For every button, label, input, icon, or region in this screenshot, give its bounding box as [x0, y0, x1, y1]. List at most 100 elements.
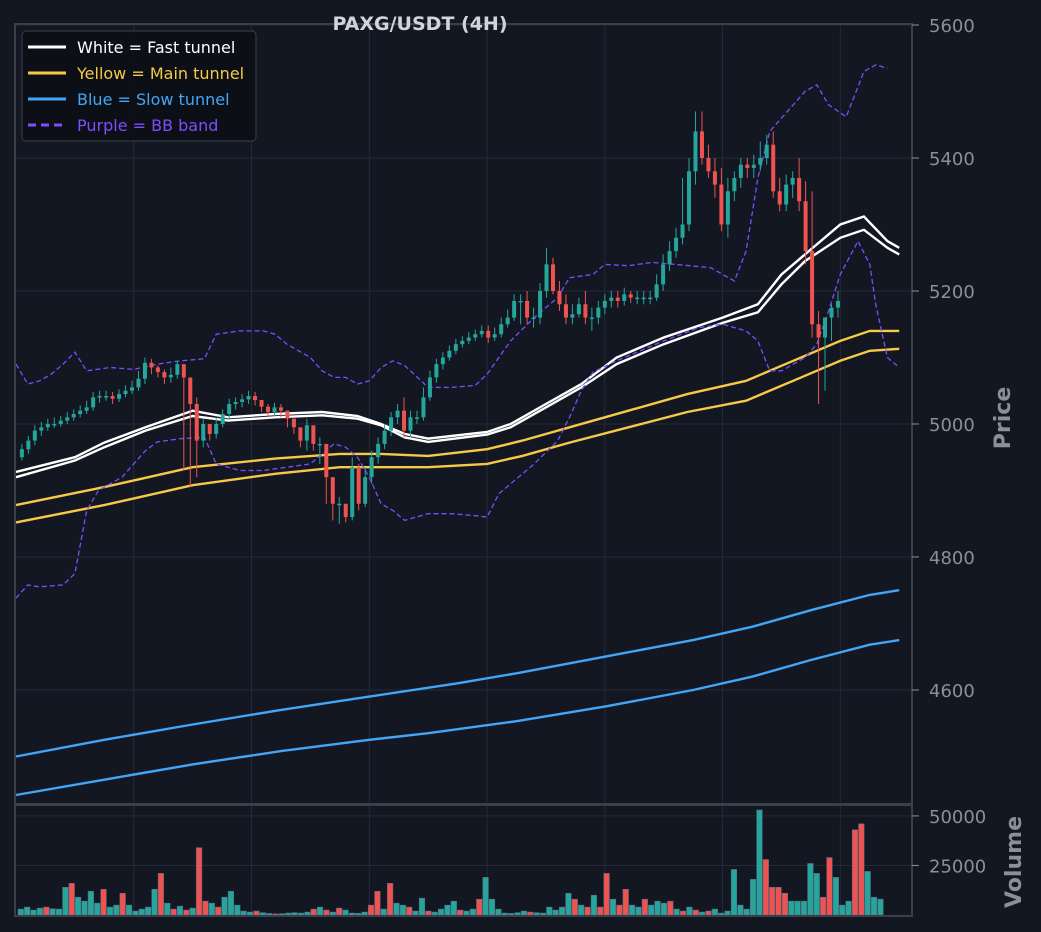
- candle-body: [376, 443, 381, 458]
- volume-bar: [310, 908, 317, 916]
- volume-bar: [227, 890, 234, 916]
- candle: [725, 177, 730, 238]
- volume-bar: [336, 907, 343, 916]
- candle: [117, 389, 122, 403]
- candle: [680, 177, 685, 245]
- candle: [259, 400, 264, 413]
- candle-body: [810, 251, 815, 325]
- candle-body: [97, 396, 102, 398]
- candle-body: [687, 171, 692, 225]
- slow-line: [15, 589, 900, 758]
- candle: [330, 477, 335, 521]
- candle: [823, 317, 828, 391]
- candle: [382, 423, 387, 450]
- volume-bar: [291, 912, 298, 916]
- volume-bar: [476, 898, 483, 916]
- volume-bar: [578, 904, 585, 916]
- volume-bar: [157, 873, 164, 916]
- candle: [816, 310, 821, 405]
- candle-body: [84, 407, 89, 411]
- volume-bar: [425, 910, 432, 916]
- candle-body: [350, 467, 355, 518]
- volume-bar: [444, 904, 451, 916]
- candle: [810, 191, 815, 338]
- volume-bar: [151, 888, 158, 916]
- volume-axis: 25000 50000: [912, 807, 986, 877]
- volume-bar: [692, 909, 699, 916]
- candle-body: [175, 364, 180, 375]
- volume-bar: [30, 909, 37, 916]
- volume-tick-label: 50000: [929, 807, 986, 828]
- candle: [52, 417, 57, 428]
- candle: [751, 154, 756, 178]
- volume-bar: [737, 904, 744, 916]
- volume-bar: [138, 908, 145, 916]
- volume-bar: [832, 877, 839, 916]
- volume-bar: [584, 906, 591, 916]
- volume-bar: [769, 887, 776, 916]
- volume-bar: [24, 906, 31, 916]
- volume-bar: [565, 892, 572, 916]
- price-tick-label: 4600: [929, 681, 975, 702]
- candle: [65, 412, 70, 424]
- volume-bar: [418, 897, 426, 916]
- volume-tick-label: 25000: [929, 856, 986, 877]
- candle: [466, 332, 471, 345]
- candle: [175, 360, 180, 379]
- candle: [771, 131, 776, 198]
- legend-label-slow: Blue = Slow tunnel: [77, 90, 230, 109]
- volume-bar: [667, 900, 674, 916]
- volume-bar: [380, 908, 387, 916]
- volume-bar: [450, 900, 457, 916]
- candle-body: [764, 144, 769, 158]
- volume-bar: [756, 809, 763, 916]
- volume-axis-title: Volume: [1002, 816, 1027, 908]
- volume-bar: [215, 906, 222, 916]
- candle: [266, 404, 271, 418]
- candle-body: [78, 410, 83, 414]
- volume-bar: [711, 908, 718, 916]
- candle-body: [434, 364, 439, 378]
- candle-body: [58, 420, 63, 424]
- candle-body: [615, 297, 620, 301]
- candle: [123, 385, 128, 398]
- candle-body: [71, 414, 76, 418]
- candle-body: [771, 144, 776, 192]
- candle: [479, 325, 484, 338]
- candle-body: [220, 414, 225, 424]
- candle-body: [39, 427, 44, 431]
- legend-box: [21, 30, 257, 142]
- candle-body: [635, 297, 640, 300]
- volume-bar: [170, 908, 177, 916]
- candle: [97, 390, 102, 403]
- candle: [784, 174, 789, 212]
- candle-body: [155, 367, 160, 373]
- candle-body: [298, 427, 303, 441]
- volume-bar: [660, 902, 667, 916]
- candle: [227, 398, 232, 419]
- candle-body: [389, 417, 394, 431]
- volume-bar: [406, 906, 413, 916]
- volume-bar: [641, 898, 648, 916]
- volume-bar: [463, 910, 470, 916]
- candle-body: [576, 304, 581, 315]
- volume-bar: [705, 910, 712, 916]
- volume-bar: [603, 873, 610, 916]
- volume-bar: [355, 912, 362, 916]
- volume-bar: [202, 900, 209, 916]
- volume-bar: [807, 863, 814, 916]
- candle: [661, 254, 666, 291]
- volume-bar: [851, 829, 859, 916]
- chart-title: PAXG/USDT (4H): [332, 13, 507, 35]
- candle: [654, 274, 659, 301]
- candle-body: [26, 440, 31, 450]
- candle: [39, 421, 44, 436]
- volume-bar: [329, 911, 336, 916]
- candle-body: [421, 397, 426, 418]
- candle: [350, 457, 355, 521]
- candle: [570, 304, 575, 325]
- candle-body: [661, 264, 666, 285]
- volume-bar: [342, 909, 349, 916]
- candle-body: [278, 407, 283, 411]
- volume-bar: [635, 906, 642, 916]
